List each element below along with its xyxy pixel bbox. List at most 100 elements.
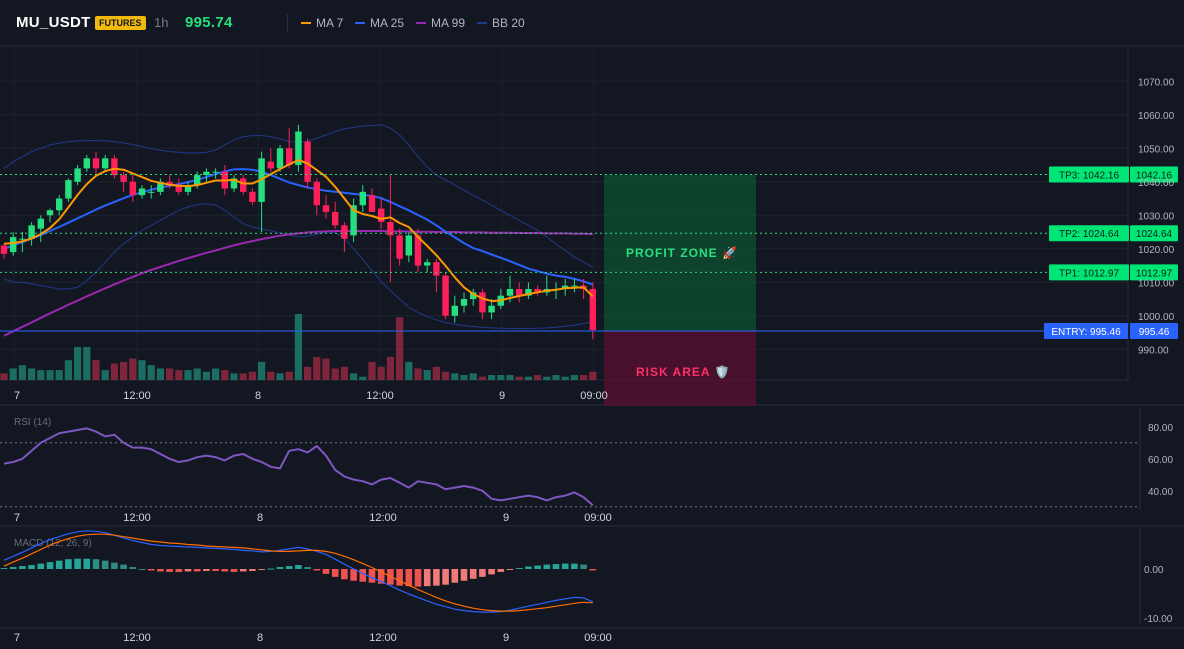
bb20-swatch bbox=[477, 21, 487, 24]
macd-histogram-bar bbox=[175, 569, 183, 572]
candle-body bbox=[267, 161, 274, 169]
macd-histogram-bar bbox=[589, 569, 597, 571]
volume-bar bbox=[175, 370, 183, 380]
volume-bar bbox=[230, 373, 238, 380]
volume-bar bbox=[156, 368, 164, 380]
price-label-box bbox=[1130, 166, 1178, 183]
volume-bar bbox=[212, 368, 220, 380]
macd-tick-label: -10.00 bbox=[1144, 614, 1173, 625]
legend-ma7[interactable]: MA 7 bbox=[301, 16, 343, 30]
candle-body bbox=[571, 285, 578, 287]
x-tick-label: 12:00 bbox=[366, 390, 394, 402]
y-tick-label: 1070.00 bbox=[1138, 77, 1175, 88]
legend-ma25-label: MA 25 bbox=[370, 16, 405, 30]
candle-body bbox=[46, 210, 54, 216]
volume-bar bbox=[506, 375, 514, 380]
macd-histogram-bar bbox=[157, 569, 164, 572]
legend-ma25[interactable]: MA 25 bbox=[355, 16, 404, 30]
volume-bar bbox=[396, 317, 404, 380]
profit-zone bbox=[604, 174, 756, 331]
legend-ma99[interactable]: MA 99 bbox=[416, 16, 465, 30]
macd-histogram-bar bbox=[543, 564, 551, 569]
volume-bar bbox=[322, 358, 330, 380]
macd-histogram-bar bbox=[377, 569, 385, 584]
ma7-swatch bbox=[301, 21, 311, 24]
macd-histogram-bar bbox=[92, 559, 100, 569]
header-divider bbox=[287, 14, 288, 32]
candle-body bbox=[304, 141, 311, 182]
x-tick-label: 12:00 bbox=[123, 632, 151, 644]
macd-histogram-bar bbox=[359, 569, 367, 582]
y-tick-label: 1000.00 bbox=[1138, 312, 1175, 323]
macd-histogram-bar bbox=[9, 567, 17, 569]
price-axis-label: 1024.64 bbox=[1136, 229, 1173, 240]
x-tick-label: 9 bbox=[503, 632, 509, 644]
candle-body bbox=[10, 237, 17, 253]
volume-bar bbox=[488, 375, 496, 380]
x-tick-label: 7 bbox=[14, 512, 20, 524]
candle-body bbox=[203, 171, 210, 176]
candle-body bbox=[92, 158, 100, 169]
level-label-box bbox=[1044, 323, 1128, 339]
price-label-box bbox=[1130, 225, 1178, 242]
volume-bar bbox=[193, 368, 201, 380]
volume-bar bbox=[147, 365, 155, 380]
volume-bar bbox=[561, 376, 569, 380]
candle-body bbox=[102, 158, 109, 169]
macd-histogram-bar bbox=[322, 569, 330, 574]
macd-histogram-bar bbox=[479, 569, 486, 577]
candle-body bbox=[19, 238, 26, 240]
candle-body bbox=[350, 205, 357, 236]
timeframe-label[interactable]: 1h bbox=[154, 15, 169, 30]
volume-bar bbox=[101, 370, 109, 380]
symbol-name[interactable]: MU_USDT bbox=[16, 14, 91, 31]
macd-histogram-bar bbox=[249, 569, 256, 571]
volume-bar bbox=[110, 363, 118, 380]
macd-histogram-bar bbox=[396, 569, 403, 586]
macd-histogram-bar bbox=[55, 560, 63, 569]
macd-histogram-bar bbox=[230, 569, 238, 572]
macd-histogram-bar bbox=[203, 569, 210, 571]
x-tick-label: 12:00 bbox=[123, 390, 151, 402]
candle-body bbox=[534, 288, 541, 293]
x-tick-label: 12:00 bbox=[369, 632, 397, 644]
legend-bb20[interactable]: BB 20 bbox=[477, 16, 525, 30]
volume-bar bbox=[405, 361, 413, 380]
x-tick-label: 8 bbox=[257, 632, 263, 644]
volume-bar bbox=[377, 366, 385, 380]
volume-bar bbox=[129, 358, 137, 380]
volume-bar bbox=[589, 371, 597, 380]
macd-histogram-bar bbox=[65, 559, 72, 569]
macd-histogram-bar bbox=[184, 569, 192, 572]
macd-line bbox=[3, 530, 594, 613]
ma25-swatch bbox=[355, 21, 365, 24]
candle-body bbox=[451, 305, 458, 316]
candle-body bbox=[111, 158, 118, 176]
candle-body bbox=[120, 175, 127, 182]
candle-body bbox=[148, 191, 155, 193]
volume-bar bbox=[570, 375, 578, 380]
volume-bar bbox=[524, 376, 532, 380]
main-pane: TP3: 1042.16 1042.16 TP2: 1024.64 1024.64 TP… bbox=[0, 124, 1178, 380]
candle-body bbox=[332, 211, 339, 226]
candle-body bbox=[442, 275, 449, 316]
candle-body bbox=[240, 178, 247, 192]
volume-bar bbox=[497, 375, 505, 380]
rsi-tick-label: 40.00 bbox=[1148, 487, 1173, 498]
candle-body bbox=[295, 131, 302, 166]
price-label-box bbox=[1130, 264, 1178, 281]
volume-bar bbox=[166, 368, 174, 380]
volume-bar bbox=[304, 366, 312, 380]
volume-bar bbox=[184, 370, 192, 380]
volume-bar bbox=[313, 356, 321, 380]
volume-bar bbox=[120, 361, 128, 380]
macd-histogram-bar bbox=[111, 562, 118, 569]
volume-bar bbox=[202, 371, 210, 380]
volume-bar bbox=[359, 376, 367, 380]
level-label: ENTRY: 995.46 bbox=[1051, 327, 1121, 338]
volume-bar bbox=[138, 360, 146, 380]
legend-bb20-label: BB 20 bbox=[492, 16, 525, 30]
candle-body bbox=[589, 288, 596, 331]
candle-body bbox=[230, 178, 238, 189]
